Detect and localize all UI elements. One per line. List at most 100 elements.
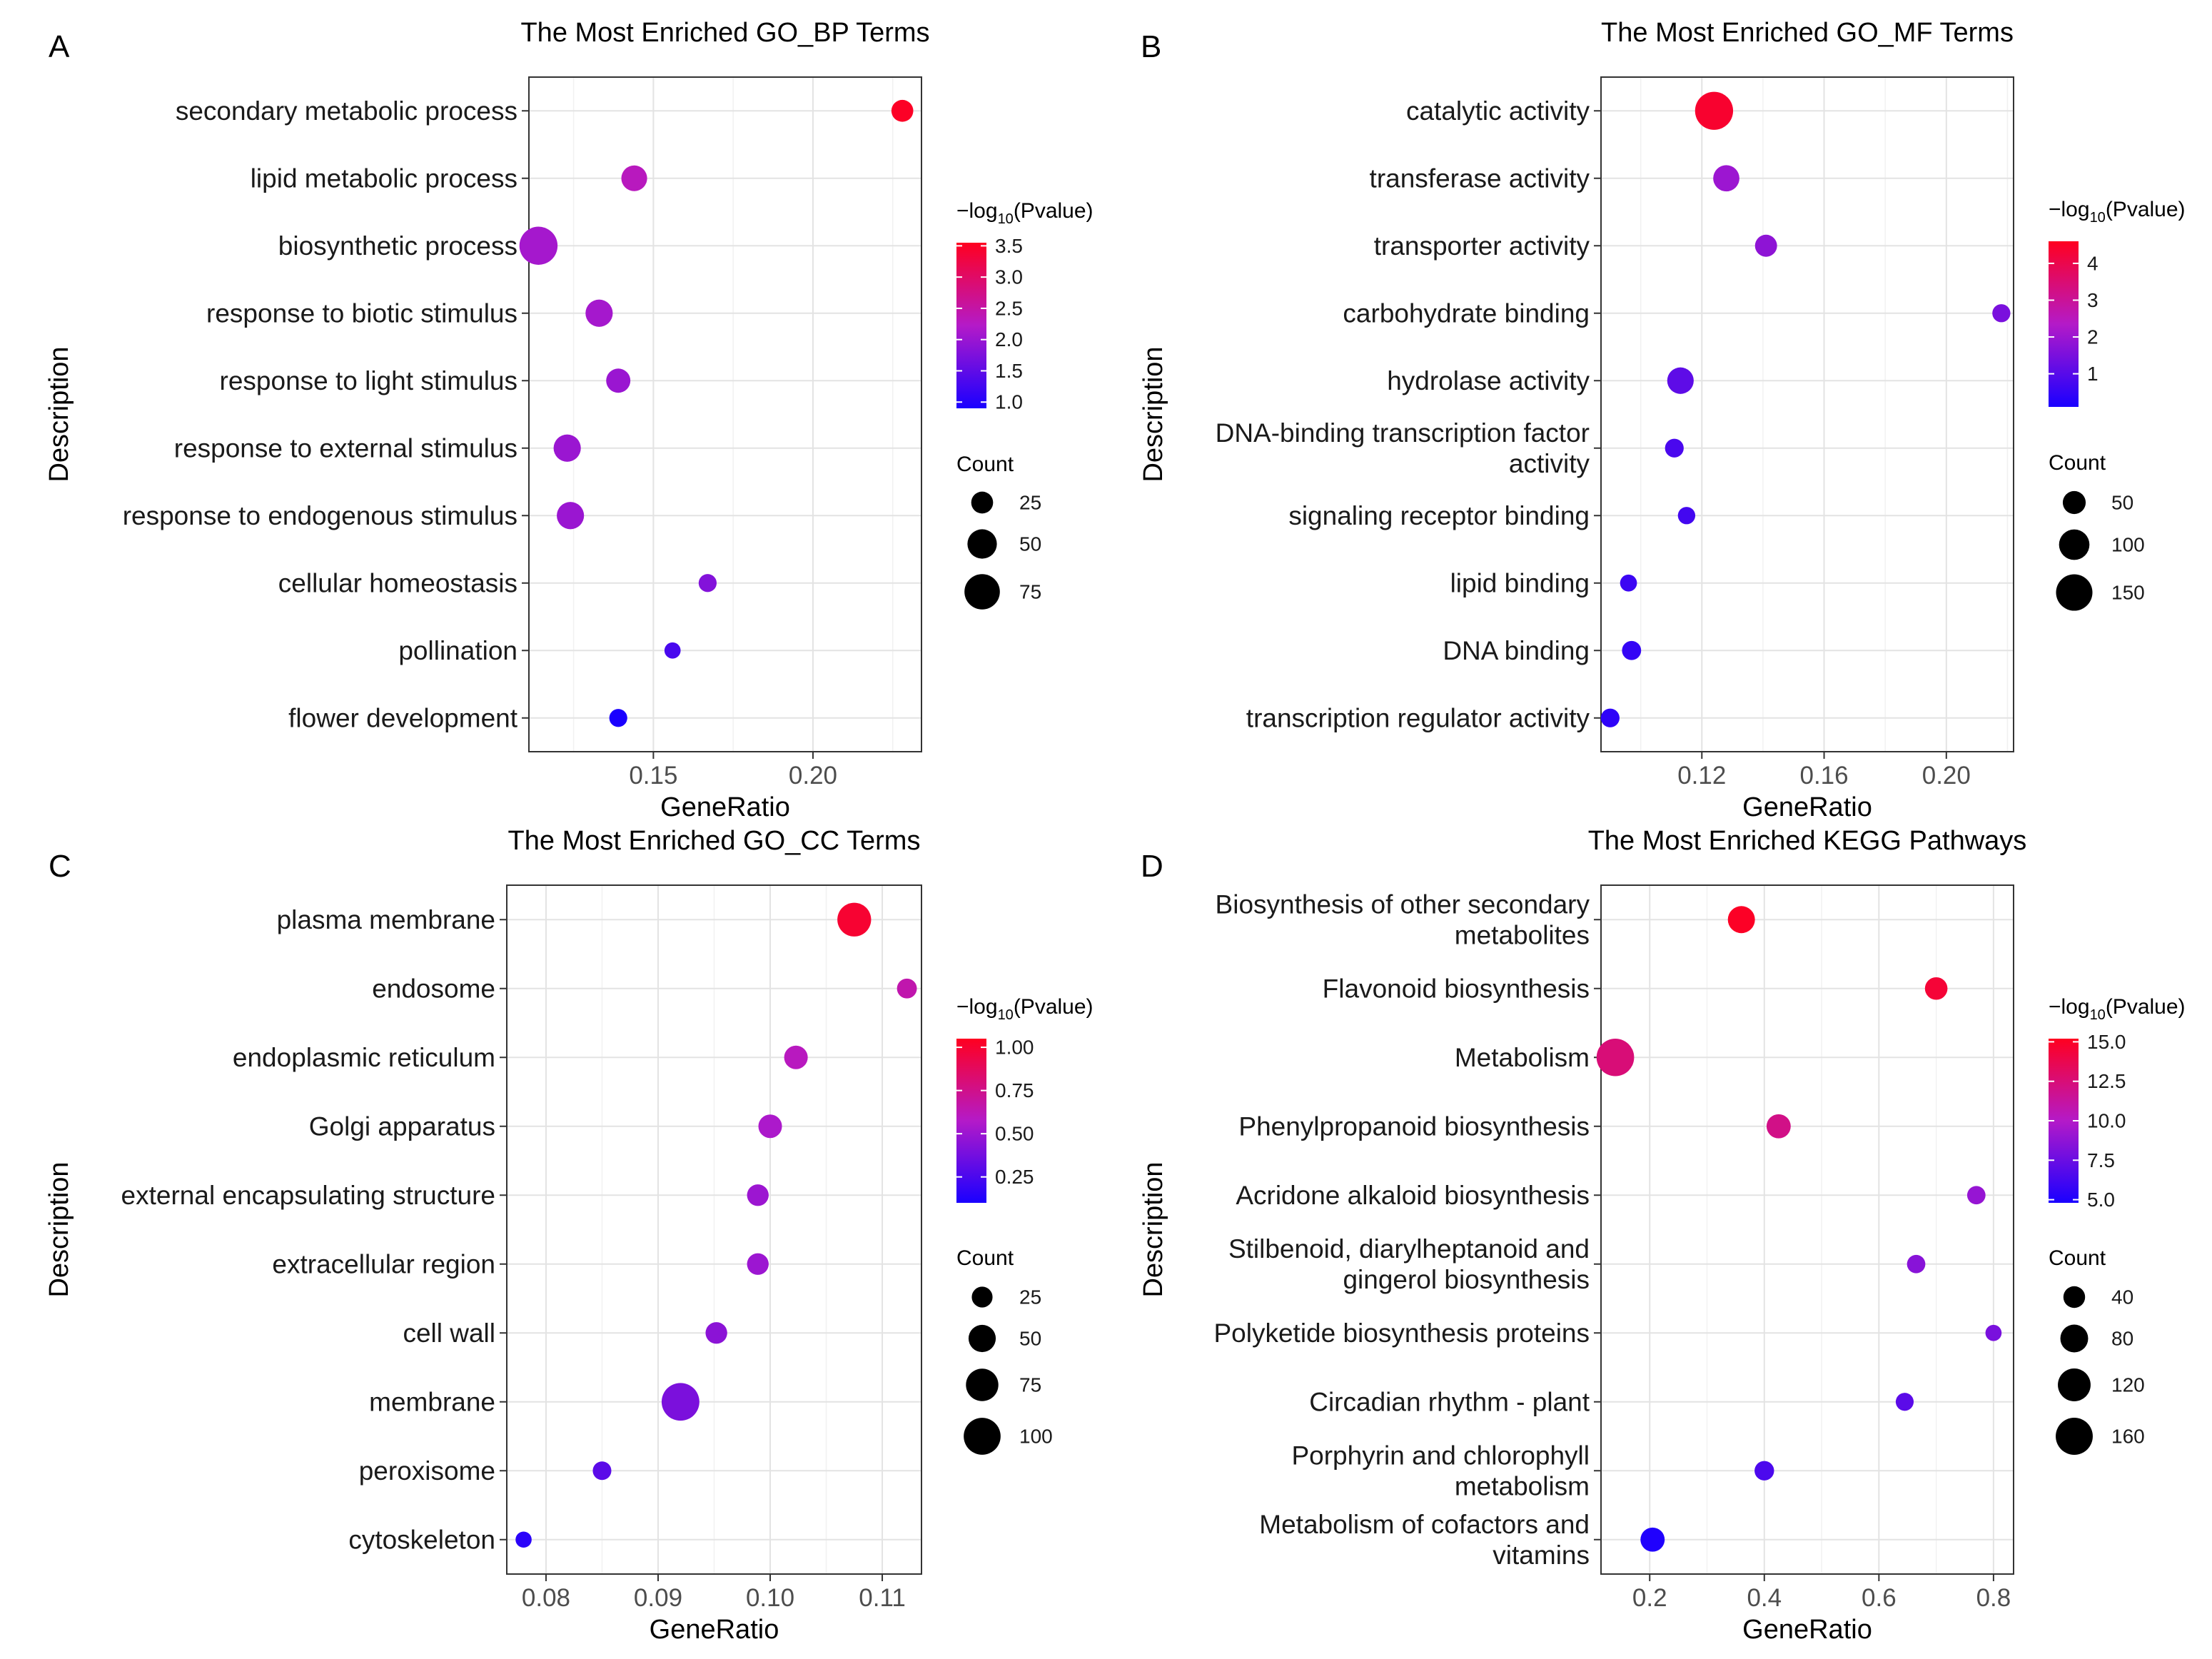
- y-category-label: DNA binding: [1443, 636, 1590, 665]
- y-category-label-line: Stilbenoid, diarylheptanoid and: [1228, 1234, 1590, 1264]
- color-bar-label: 3.5: [995, 235, 1023, 257]
- color-legend-title-subscript: 10: [998, 1007, 1014, 1023]
- data-point: [698, 574, 717, 592]
- y-category-label: cellular homeostasis: [278, 568, 517, 597]
- color-bar-label: 2.0: [995, 328, 1023, 351]
- data-point: [606, 368, 631, 393]
- y-category-label: Flavonoid biosynthesis: [1323, 974, 1590, 1003]
- data-point: [609, 709, 627, 727]
- color-legend-title-suffix: (Pvalue): [1014, 199, 1094, 223]
- x-tick-label: 0.4: [1747, 1584, 1782, 1612]
- color-bar-label: 3: [2087, 289, 2099, 311]
- size-legend-key: [968, 1324, 996, 1353]
- color-bar-label: 0.75: [995, 1079, 1034, 1101]
- y-category-label: transporter activity: [1374, 231, 1590, 261]
- y-axis-title: Description: [44, 1161, 74, 1297]
- size-legend-title: Count: [956, 453, 1014, 476]
- y-category-label: Metabolism: [1455, 1043, 1590, 1072]
- size-legend-label: 40: [2111, 1286, 2133, 1308]
- data-point: [1667, 367, 1694, 394]
- size-legend-key: [2060, 1324, 2089, 1353]
- y-category-label: membrane: [369, 1387, 495, 1416]
- size-legend-key: [2056, 574, 2093, 611]
- plot-area: [529, 77, 921, 752]
- color-bar-label: 12.5: [2087, 1070, 2126, 1092]
- panel-letter: D: [1141, 849, 1163, 884]
- y-category-label-line: vitamins: [1493, 1540, 1590, 1570]
- x-axis-title: GeneRatio: [660, 792, 790, 822]
- y-category-label: response to external stimulus: [174, 433, 517, 463]
- panel-letter: B: [1141, 29, 1161, 64]
- data-point: [1727, 906, 1755, 934]
- y-category-label: Phenylpropanoid biosynthesis: [1238, 1111, 1590, 1141]
- y-category-label: transcription regulator activity: [1246, 703, 1590, 732]
- data-point: [1766, 1114, 1791, 1139]
- plot-frame: [506, 884, 922, 1575]
- y-category-label-line: activity: [1509, 449, 1590, 478]
- size-legend-title: Count: [2049, 1246, 2106, 1270]
- size-legend-key: [2058, 1368, 2091, 1401]
- y-category-label: peroxisome: [359, 1456, 495, 1486]
- y-category-label: response to endogenous stimulus: [123, 501, 517, 530]
- data-point: [585, 299, 613, 327]
- size-legend-title: Count: [956, 1246, 1014, 1270]
- plot-area: [1601, 885, 2014, 1574]
- color-bar-label: 3.0: [995, 266, 1023, 288]
- color-bar-label: 1.5: [995, 360, 1023, 382]
- data-point: [1600, 708, 1620, 727]
- size-legend-key: [967, 529, 997, 559]
- data-point: [747, 1253, 769, 1275]
- size-legend-label: 50: [1019, 533, 1041, 555]
- x-tick-label: 0.09: [634, 1584, 682, 1612]
- y-category-label: Stilbenoid, diarylheptanoid and gingerol …: [1228, 1234, 1590, 1294]
- y-category-label-line: Biosynthesis of other secondary: [1216, 889, 1590, 919]
- color-legend-title: −log10(Pvalue): [956, 995, 1094, 1023]
- y-category-label: endoplasmic reticulum: [233, 1043, 495, 1072]
- color-legend-title: −log10(Pvalue): [956, 199, 1094, 227]
- data-point: [519, 226, 558, 265]
- color-legend-title-prefix: −log: [2049, 995, 2090, 1019]
- panel-letter: C: [49, 849, 71, 884]
- color-bar-label: 7.5: [2087, 1149, 2115, 1171]
- y-category-label: Metabolism of cofactors and vitamins: [1259, 1510, 1590, 1570]
- x-tick-label: 0.16: [1799, 762, 1848, 790]
- x-tick-label: 0.15: [629, 762, 677, 790]
- y-category-label: Polyketide biosynthesis proteins: [1213, 1318, 1590, 1348]
- x-tick-label: 0.08: [522, 1584, 570, 1612]
- color-bar-label: 4: [2087, 252, 2099, 274]
- y-category-label: DNA-binding transcription factor activity: [1216, 418, 1590, 478]
- data-point: [557, 502, 585, 530]
- color-legend-title-subscript: 10: [2090, 1007, 2106, 1023]
- y-category-label: transferase activity: [1370, 163, 1590, 193]
- panel-c: C The Most Enriched GO_CC Terms plasma mem…: [44, 826, 1094, 1645]
- color-bar-label: 0.25: [995, 1166, 1034, 1188]
- x-axis-title: GeneRatio: [1742, 792, 1872, 822]
- size-legend-key: [971, 491, 994, 514]
- data-point: [1640, 1527, 1665, 1552]
- data-point: [515, 1531, 532, 1548]
- data-point: [553, 434, 581, 462]
- data-point: [1677, 507, 1696, 525]
- color-legend-title-suffix: (Pvalue): [1014, 995, 1094, 1019]
- color-bar-label: 0.50: [995, 1123, 1034, 1145]
- plot-frame: [1600, 884, 2014, 1575]
- chart-title: The Most Enriched GO_BP Terms: [520, 18, 929, 48]
- x-tick-label: 0.11: [859, 1584, 906, 1612]
- data-point: [891, 99, 914, 122]
- size-legend-key: [971, 1286, 993, 1308]
- y-category-label-line: DNA-binding transcription factor: [1216, 418, 1590, 448]
- y-category-label: signaling receptor binding: [1288, 501, 1590, 530]
- size-legend-label: 120: [2111, 1374, 2145, 1396]
- size-legend-title: Count: [2049, 451, 2106, 475]
- size-legend-label: 160: [2111, 1426, 2145, 1448]
- data-point: [705, 1322, 727, 1344]
- color-legend-title: −log10(Pvalue): [2049, 198, 2186, 226]
- size-legend-label: 50: [1019, 1328, 1041, 1350]
- size-legend-key: [2056, 1418, 2093, 1455]
- y-category-label-line: metabolites: [1455, 920, 1590, 949]
- color-legend-title-subscript: 10: [998, 211, 1014, 227]
- y-category-label: Acridone alkaloid biosynthesis: [1236, 1181, 1590, 1210]
- size-legend-key: [2063, 1286, 2086, 1308]
- y-category-label: Porphyrin and chlorophyll metabolism: [1291, 1441, 1590, 1501]
- x-tick-label: 0.10: [746, 1584, 794, 1612]
